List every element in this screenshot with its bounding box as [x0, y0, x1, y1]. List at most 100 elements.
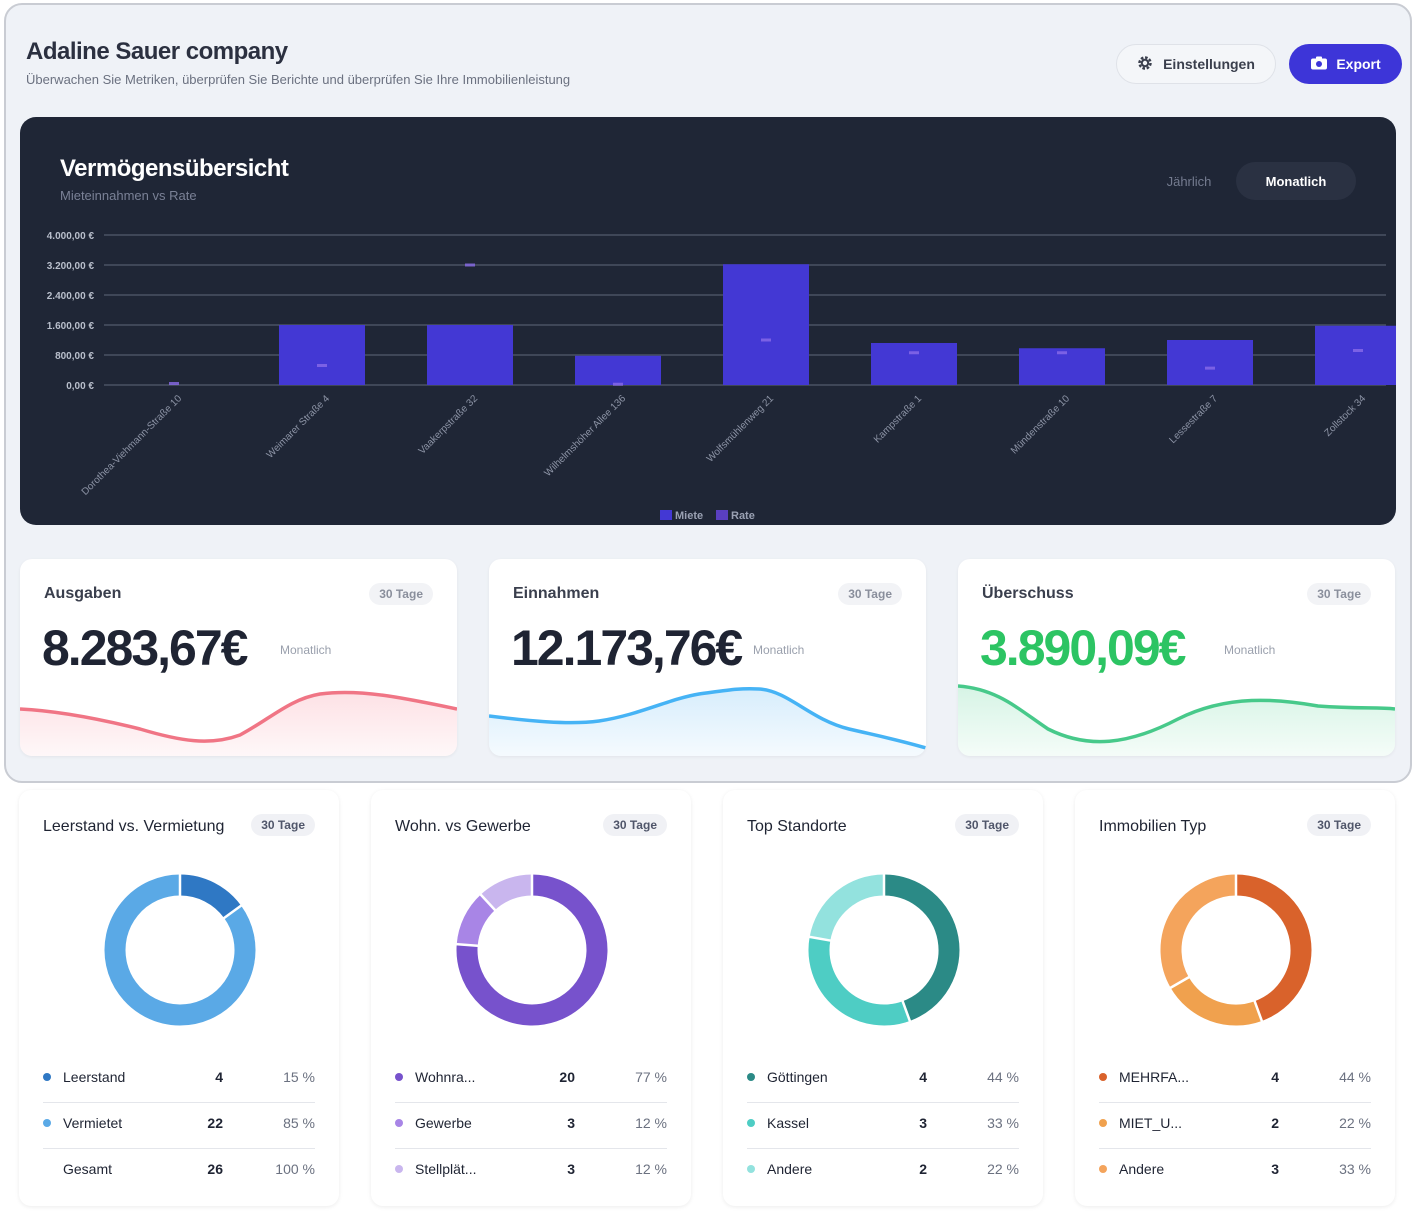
legend-percent: 15 %	[283, 1069, 315, 1085]
bar-miete[interactable]	[427, 325, 513, 385]
marker-rate[interactable]	[909, 351, 919, 355]
x-tick-label: Dorothea-Viehmann-Straße 10	[80, 393, 185, 498]
legend-label: Miete	[675, 510, 703, 522]
segment-divider	[456, 942, 480, 948]
x-tick-label: Lessestraße 7	[1168, 393, 1221, 446]
legend-dot	[747, 1073, 755, 1081]
export-button[interactable]: Export	[1289, 44, 1402, 84]
legend-percent: 22 %	[1339, 1115, 1371, 1131]
legend-name: Kassel	[767, 1115, 810, 1131]
stat-period: Monatlich	[753, 643, 805, 657]
legend-dot	[1099, 1165, 1107, 1173]
donut-chart	[456, 874, 608, 1026]
legend-row: Kassel 3 33 %	[747, 1103, 1019, 1149]
marker-rate[interactable]	[761, 338, 771, 342]
donut-chart	[1160, 874, 1312, 1026]
tab-yearly[interactable]: Jährlich	[1166, 173, 1212, 189]
legend-name: Vermietet	[63, 1115, 123, 1131]
legend-swatch	[660, 510, 672, 520]
donut-segment[interactable]	[179, 874, 242, 919]
x-tick-label: Weimarer Straße 4	[265, 393, 333, 461]
trend-wave	[489, 687, 926, 756]
bar-miete[interactable]	[279, 325, 365, 385]
bar-miete[interactable]	[1315, 325, 1396, 385]
donut-segment[interactable]	[808, 936, 910, 1026]
settings-label: Einstellungen	[1163, 56, 1255, 72]
legend-count: 4	[919, 1069, 927, 1085]
bar-miete[interactable]	[1019, 348, 1105, 385]
legend-percent: 44 %	[1339, 1069, 1371, 1085]
marker-rate[interactable]	[613, 382, 623, 386]
period-badge: 30 Tage	[251, 814, 315, 836]
bar-miete[interactable]	[723, 264, 809, 385]
donut-segment[interactable]	[809, 874, 885, 941]
donut-segment[interactable]	[456, 874, 608, 1026]
donut-segment[interactable]	[1170, 976, 1262, 1026]
legend-row: MEHRFA... 4 44 %	[1099, 1057, 1371, 1103]
donut-segment[interactable]	[104, 874, 256, 1026]
legend-name: Göttingen	[767, 1069, 828, 1085]
donut-card: Leerstand vs. Vermietung 30 Tage Leerstand…	[19, 790, 339, 1206]
donut-segment[interactable]	[883, 874, 960, 1021]
legend-row: MIET_U... 2 22 %	[1099, 1103, 1371, 1149]
marker-rate[interactable]	[1057, 351, 1067, 355]
gear-icon	[1137, 55, 1153, 74]
donut-segment[interactable]	[1235, 874, 1312, 1021]
legend-percent: 12 %	[635, 1115, 667, 1131]
donut-title: Top Standorte	[747, 818, 847, 835]
marker-rate[interactable]	[1205, 366, 1215, 370]
export-label: Export	[1336, 56, 1381, 72]
bar-miete[interactable]	[575, 355, 661, 385]
legend-count: 22	[207, 1115, 223, 1131]
stat-period: Monatlich	[1224, 643, 1276, 657]
stat-card: Ausgaben 30 Tage 8.283,67€ Monatlich	[20, 559, 457, 756]
page-title: Adaline Sauer company	[26, 38, 288, 65]
wave-fill	[20, 692, 457, 756]
bar-miete[interactable]	[1167, 340, 1253, 385]
donut-segment[interactable]	[480, 874, 533, 911]
period-badge: 30 Tage	[603, 814, 667, 836]
legend-row: Gewerbe 3 12 %	[395, 1103, 667, 1149]
page-subtitle: Überwachen Sie Metriken, überprüfen Sie …	[26, 72, 571, 87]
marker-rate[interactable]	[1353, 349, 1363, 352]
legend-count: 4	[215, 1069, 223, 1085]
legend-label: Rate	[731, 510, 755, 522]
period-badge: 30 Tage	[1307, 583, 1371, 605]
wave-fill	[489, 688, 926, 756]
donut-segment[interactable]	[456, 894, 496, 947]
x-tick-label: Mündenstraße 10	[1009, 393, 1073, 457]
stat-value: 3.890,09€	[980, 620, 1186, 676]
legend-dot	[43, 1073, 51, 1081]
donut-title: Wohn. vs Gewerbe	[395, 818, 531, 835]
trend-wave	[958, 684, 1395, 756]
donut-chart	[808, 874, 960, 1026]
period-badge: 30 Tage	[369, 583, 433, 605]
camera-icon	[1310, 55, 1328, 74]
donut-segment[interactable]	[1160, 874, 1237, 988]
settings-button[interactable]: Einstellungen	[1116, 44, 1276, 84]
donut-card: Top Standorte 30 Tage Göttingen 4 44 % Kassel…	[723, 790, 1043, 1206]
legend-row: Vermietet 22 85 %	[43, 1103, 315, 1149]
legend-name: MIET_U...	[1119, 1115, 1183, 1131]
stat-card: Überschuss 30 Tage 3.890,09€ Monatlich	[958, 559, 1395, 756]
legend-row: Leerstand 4 15 %	[43, 1057, 315, 1103]
marker-rate[interactable]	[169, 382, 179, 385]
legend-percent: 33 %	[1339, 1161, 1371, 1177]
legend-percent: 85 %	[283, 1115, 315, 1131]
legend-row: Gesamt 26 100 %	[43, 1149, 315, 1195]
donut-chart	[104, 874, 256, 1026]
bar-miete[interactable]	[871, 343, 957, 385]
segment-divider	[478, 892, 497, 912]
legend-percent: 33 %	[987, 1115, 1019, 1131]
marker-rate[interactable]	[317, 364, 327, 367]
segment-divider	[1168, 975, 1191, 990]
x-tick-label: Wolfsmühlenweg 21	[705, 393, 777, 465]
marker-rate[interactable]	[465, 263, 475, 267]
legend-swatch	[716, 510, 728, 520]
tab-monthly[interactable]: Monatlich	[1236, 162, 1356, 200]
bar-chart: 0,00 € 800,00 € 1.600,00 € 2.400,00 € 3.200,…	[47, 231, 1396, 522]
legend-count: 26	[207, 1161, 223, 1177]
legend-dot	[43, 1119, 51, 1127]
legend-percent: 22 %	[987, 1161, 1019, 1177]
legend-row: Andere 3 33 %	[1099, 1149, 1371, 1195]
